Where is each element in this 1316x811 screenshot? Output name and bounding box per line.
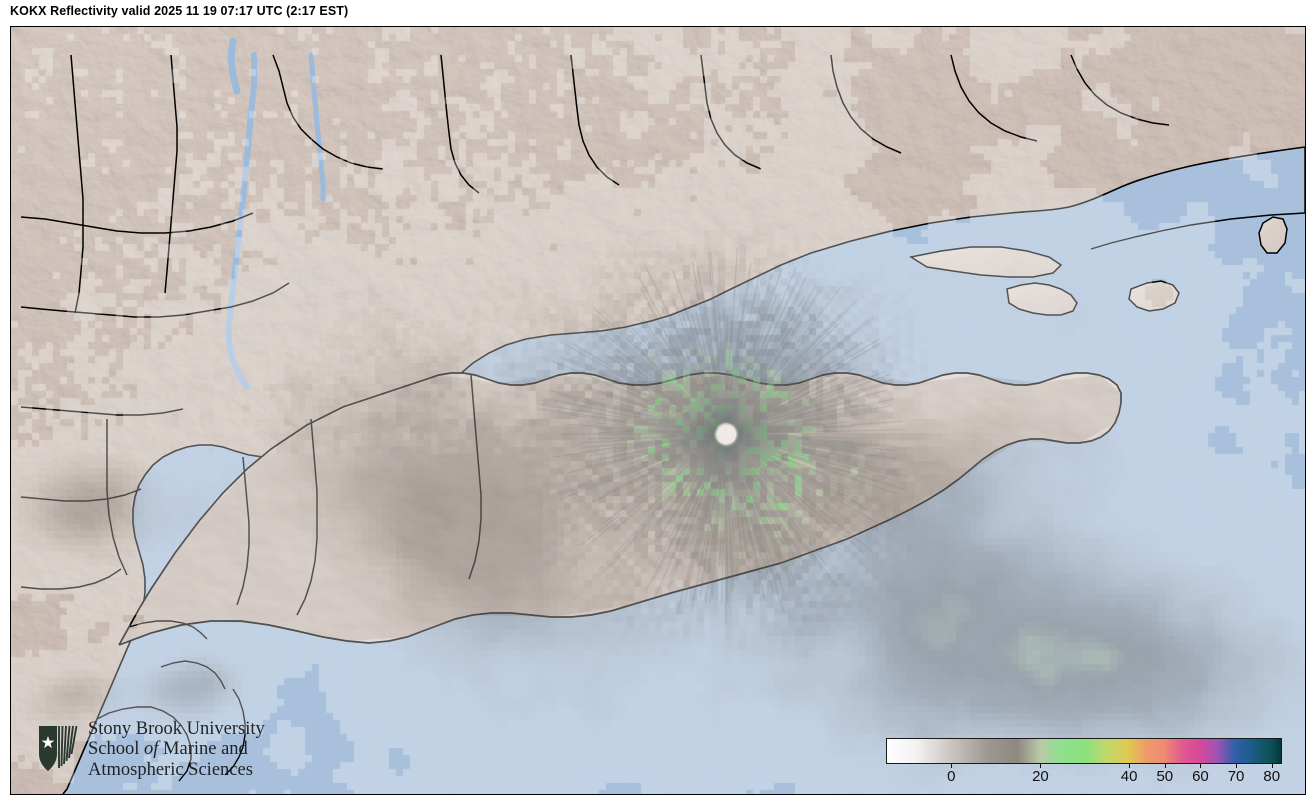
logo-text: Stony Brook University School of Marine … — [88, 719, 265, 781]
colorbar-tick-mark — [1200, 764, 1202, 768]
colorbar-tick-mark — [1129, 764, 1131, 768]
logo-line-2: School of Marine and — [88, 739, 265, 760]
logo-line-3: Atmospheric Sciences — [88, 759, 253, 780]
colorbar-tick-label: 70 — [1227, 768, 1245, 785]
colorbar-tick-mark — [1164, 764, 1166, 768]
colorbar-tick-label: 60 — [1192, 768, 1209, 785]
colorbar-tick-mark — [1236, 764, 1238, 768]
colorbar-tick-label: 80 — [1263, 768, 1281, 785]
logo-line-2-a: School — [88, 739, 145, 759]
colorbar-tick-labels: 0 20 40 50 60 70 80 — [886, 764, 1282, 790]
radar-map[interactable]: Stony Brook University School of Marine … — [10, 26, 1306, 795]
radar-site-marker — [717, 425, 736, 444]
radar-reflectivity-layer — [11, 27, 1305, 794]
colorbar-tick-mark — [1040, 764, 1042, 768]
colorbar-tick-mark — [951, 764, 953, 768]
colorbar-tick-label: 0 — [947, 768, 956, 785]
colorbar-tick-label: 40 — [1120, 768, 1138, 785]
colorbar-tick-label: 50 — [1156, 768, 1174, 785]
map-inner: Stony Brook University School of Marine … — [11, 27, 1305, 794]
logo-line-2-italic: of — [144, 739, 159, 759]
colorbar-gradient-box — [886, 738, 1282, 764]
colorbar-gradient — [887, 739, 1281, 763]
page-title: KOKX Reflectivity valid 2025 11 19 07:17… — [10, 4, 349, 18]
logo-line-1: Stony Brook University — [88, 718, 265, 739]
reflectivity-colorbar: 0 20 40 50 60 70 80 — [876, 736, 1292, 792]
colorbar-tick-mark — [1271, 764, 1273, 768]
colorbar-tick-label: 20 — [1032, 768, 1049, 785]
stony-brook-logo: Stony Brook University School of Marine … — [37, 719, 265, 781]
shield-star-icon — [39, 726, 78, 772]
logo-line-2-b: Marine and — [158, 739, 248, 759]
